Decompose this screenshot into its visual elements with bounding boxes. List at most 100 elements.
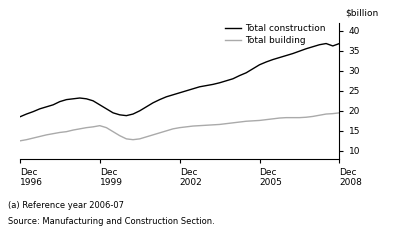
Total construction	[77, 97, 82, 99]
Total building	[244, 120, 249, 123]
Total construction	[17, 116, 22, 118]
Total building	[264, 118, 269, 121]
Total construction	[104, 107, 109, 110]
Total building	[277, 117, 282, 119]
Line: Total construction: Total construction	[20, 44, 339, 117]
Total construction	[310, 45, 315, 48]
Total building	[317, 114, 322, 117]
Total building	[137, 138, 142, 140]
Total construction	[197, 85, 202, 88]
Total building	[217, 123, 222, 126]
Total building	[71, 129, 75, 131]
Line: Total building: Total building	[20, 113, 339, 141]
Total construction	[51, 104, 56, 106]
Total construction	[131, 113, 135, 115]
Total building	[337, 111, 342, 114]
Total building	[257, 119, 262, 122]
Total construction	[137, 109, 142, 112]
Text: Source: Manufacturing and Construction Section.: Source: Manufacturing and Construction S…	[8, 217, 215, 226]
Total building	[118, 134, 122, 137]
Total building	[171, 128, 175, 130]
Total building	[184, 126, 189, 128]
Total construction	[217, 81, 222, 84]
Total building	[310, 115, 315, 118]
Total construction	[330, 44, 335, 47]
Total construction	[97, 104, 102, 106]
Total construction	[257, 63, 262, 66]
Total construction	[24, 113, 29, 115]
Total construction	[324, 42, 328, 45]
Total construction	[177, 91, 182, 94]
Text: $billion: $billion	[345, 8, 378, 17]
Total building	[191, 125, 195, 127]
Total construction	[337, 42, 342, 45]
Total building	[157, 131, 162, 134]
Total construction	[204, 84, 209, 87]
Total building	[291, 116, 295, 119]
Total construction	[58, 100, 62, 103]
Total building	[297, 116, 302, 119]
Total construction	[304, 47, 308, 50]
Total building	[17, 140, 22, 142]
Total construction	[277, 56, 282, 59]
Total construction	[297, 50, 302, 52]
Total construction	[91, 99, 95, 102]
Total construction	[270, 58, 275, 61]
Total construction	[231, 77, 235, 80]
Total building	[164, 129, 169, 132]
Total building	[77, 128, 82, 130]
Total building	[24, 138, 29, 141]
Total building	[97, 124, 102, 127]
Total building	[210, 123, 215, 126]
Total construction	[291, 52, 295, 55]
Total construction	[118, 114, 122, 116]
Total construction	[84, 97, 89, 100]
Total building	[324, 113, 328, 115]
Total construction	[111, 111, 116, 114]
Total construction	[237, 74, 242, 77]
Total construction	[184, 89, 189, 92]
Total building	[237, 121, 242, 123]
Total building	[84, 126, 89, 129]
Total construction	[191, 87, 195, 90]
Total construction	[37, 107, 42, 110]
Total building	[204, 124, 209, 127]
Total building	[111, 130, 116, 133]
Total construction	[150, 101, 155, 104]
Total construction	[64, 98, 69, 101]
Total construction	[264, 61, 269, 63]
Total building	[304, 116, 308, 118]
Total construction	[224, 79, 229, 82]
Total building	[51, 132, 56, 135]
Total building	[251, 119, 255, 122]
Total building	[224, 122, 229, 125]
Total construction	[251, 67, 255, 70]
Total construction	[210, 83, 215, 86]
Total construction	[284, 54, 289, 57]
Total building	[124, 138, 129, 140]
Total building	[37, 135, 42, 138]
Total construction	[244, 72, 249, 74]
Total building	[58, 131, 62, 134]
Total building	[64, 130, 69, 133]
Total building	[91, 126, 95, 128]
Total building	[270, 118, 275, 120]
Total building	[284, 116, 289, 119]
Total construction	[171, 94, 175, 96]
Total building	[131, 138, 135, 141]
Total building	[144, 136, 149, 138]
Total construction	[164, 95, 169, 98]
Text: (a) Reference year 2006-07: (a) Reference year 2006-07	[8, 201, 124, 210]
Total construction	[44, 106, 49, 108]
Total building	[104, 126, 109, 129]
Total construction	[317, 43, 322, 46]
Total building	[44, 133, 49, 136]
Total building	[177, 126, 182, 129]
Total construction	[124, 114, 129, 117]
Total construction	[31, 110, 36, 113]
Total construction	[71, 97, 75, 100]
Total building	[150, 133, 155, 136]
Total building	[197, 124, 202, 127]
Total construction	[157, 98, 162, 101]
Total building	[330, 112, 335, 115]
